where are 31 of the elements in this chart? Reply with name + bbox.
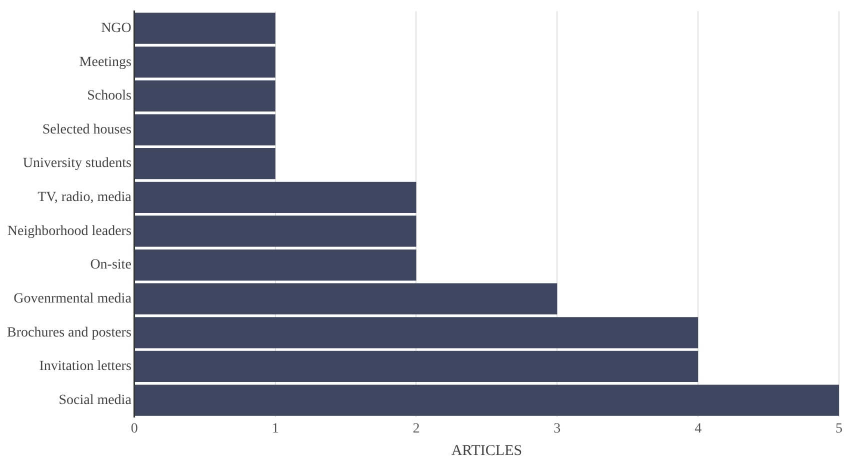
y-tick-label: Selected houses <box>42 122 132 138</box>
bar <box>134 114 276 146</box>
bar <box>134 46 276 78</box>
y-tick-label: Meetings <box>79 54 132 70</box>
y-tick-label: Govenrmental media <box>14 292 132 307</box>
x-tick-label: 0 <box>130 421 138 436</box>
x-tick-label: 4 <box>694 421 702 436</box>
x-tick-label: 1 <box>272 421 279 436</box>
bar <box>134 80 276 112</box>
x-tick-label: 3 <box>554 421 561 436</box>
x-tick-label: 2 <box>412 421 420 436</box>
bar <box>134 182 416 213</box>
y-tick-label: Social media <box>58 392 132 408</box>
y-tick-label: University students <box>22 156 132 172</box>
bar <box>134 283 558 314</box>
y-tick-label: TV, radio, media <box>38 190 132 206</box>
bar <box>134 216 416 247</box>
y-tick-label: Schools <box>87 88 132 104</box>
y-tick-label: NGO <box>101 20 132 36</box>
bar <box>134 12 276 44</box>
bar <box>134 350 698 382</box>
bar <box>134 384 839 416</box>
bar <box>134 148 276 180</box>
x-tick-label: 5 <box>836 421 842 436</box>
x-axis-title: ARTICLES <box>451 442 522 459</box>
bar <box>134 249 416 281</box>
y-tick-label: Neighborhood leaders <box>7 224 132 239</box>
bar <box>134 317 698 348</box>
y-tick-label: Brochures and posters <box>6 325 132 340</box>
y-tick-label: On-site <box>90 258 132 273</box>
y-tick-label: Invitation letters <box>39 359 132 374</box>
